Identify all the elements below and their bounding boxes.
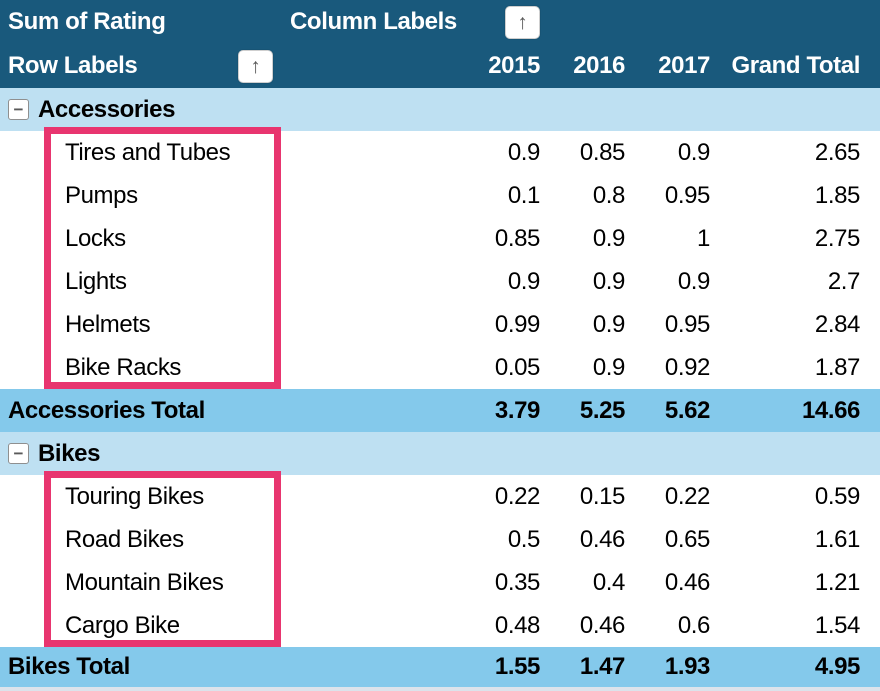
- column-header-2015[interactable]: 2015: [488, 52, 540, 79]
- value-cell-grand-total[interactable]: 0.59: [814, 482, 861, 510]
- item-row-lights[interactable]: Lights 0.9 0.9 0.9 2.7: [0, 260, 880, 303]
- value-cell-2015[interactable]: 0.48: [494, 611, 541, 639]
- minus-icon: −: [13, 100, 24, 119]
- collapse-accessories-button[interactable]: −: [8, 99, 29, 120]
- group-label: Accessories: [38, 95, 176, 123]
- total-cell-grand-total[interactable]: 14.66: [801, 396, 860, 424]
- row-labels-filter-button[interactable]: ↑: [238, 50, 273, 83]
- row-labels-cell[interactable]: Row Labels: [8, 52, 138, 79]
- value-cell-grand-total[interactable]: 2.7: [827, 267, 861, 295]
- total-cell-2017[interactable]: 1.93: [664, 653, 711, 680]
- value-cell-2016[interactable]: 0.9: [592, 224, 626, 252]
- value-cell-2016[interactable]: 0.85: [579, 138, 626, 166]
- pivot-header-row-2: Row Labels 2015 2016 2017 Grand Total: [0, 44, 880, 88]
- value-cell-2017[interactable]: 1: [697, 224, 710, 252]
- value-cell-2017[interactable]: 0.9: [677, 267, 711, 295]
- value-cell-grand-total[interactable]: 2.75: [814, 224, 861, 252]
- total-cell-2016[interactable]: 1.47: [579, 653, 626, 680]
- sum-of-rating-cell[interactable]: Sum of Rating: [8, 8, 166, 35]
- row-label-cell[interactable]: Pumps: [65, 181, 138, 209]
- next-row-edge: [0, 687, 880, 691]
- total-cell-2017[interactable]: 5.62: [664, 396, 711, 424]
- value-cell-2016[interactable]: 0.8: [592, 181, 626, 209]
- row-label-cell[interactable]: Locks: [65, 224, 126, 252]
- item-row-pumps[interactable]: Pumps 0.1 0.8 0.95 1.85: [0, 174, 880, 217]
- value-cell-2017[interactable]: 0.95: [664, 181, 711, 209]
- value-cell-2015[interactable]: 0.9: [507, 267, 541, 295]
- total-cell-2016[interactable]: 5.25: [579, 396, 626, 424]
- row-label-cell[interactable]: Cargo Bike: [65, 611, 180, 639]
- item-row-road-bikes[interactable]: Road Bikes 0.5 0.46 0.65 1.61: [0, 518, 880, 561]
- value-cell-2015[interactable]: 0.22: [494, 482, 541, 510]
- value-cell-2015[interactable]: 0.9: [507, 138, 541, 166]
- value-cell-2015[interactable]: 0.1: [507, 181, 541, 209]
- item-row-cargo-bike[interactable]: Cargo Bike 0.48 0.46 0.6 1.54: [0, 604, 880, 647]
- value-cell-2017[interactable]: 0.95: [664, 310, 711, 338]
- row-label-cell[interactable]: Helmets: [65, 310, 151, 338]
- column-header-grand-total[interactable]: Grand Total: [731, 52, 861, 79]
- value-cell-2016[interactable]: 0.9: [592, 310, 626, 338]
- value-cell-grand-total[interactable]: 1.85: [814, 181, 861, 209]
- group-header-row-accessories[interactable]: − Accessories: [0, 88, 880, 131]
- total-row-accessories[interactable]: Accessories Total 3.79 5.25 5.62 14.66: [0, 389, 880, 432]
- up-arrow-icon: ↑: [250, 55, 261, 78]
- value-cell-grand-total[interactable]: 2.84: [814, 310, 861, 338]
- total-label-cell[interactable]: Bikes Total: [8, 653, 130, 680]
- row-label-cell[interactable]: Bike Racks: [65, 353, 182, 381]
- row-label-cell[interactable]: Tires and Tubes: [65, 138, 231, 166]
- column-labels-cell[interactable]: Column Labels: [290, 8, 457, 35]
- item-row-touring-bikes[interactable]: Touring Bikes 0.22 0.15 0.22 0.59: [0, 475, 880, 518]
- value-cell-2015[interactable]: 0.35: [494, 568, 541, 596]
- column-header-2016[interactable]: 2016: [573, 52, 625, 79]
- value-cell-2016[interactable]: 0.15: [579, 482, 626, 510]
- item-row-tires-and-tubes[interactable]: Tires and Tubes 0.9 0.85 0.9 2.65: [0, 131, 880, 174]
- row-label-cell[interactable]: Touring Bikes: [65, 482, 204, 510]
- value-cell-2016[interactable]: 0.9: [592, 353, 626, 381]
- total-row-bikes[interactable]: Bikes Total 1.55 1.47 1.93 4.95: [0, 647, 880, 687]
- value-cell-2017[interactable]: 0.9: [677, 138, 711, 166]
- value-cell-grand-total[interactable]: 1.61: [814, 525, 861, 553]
- value-cell-2016[interactable]: 0.9: [592, 267, 626, 295]
- collapse-bikes-button[interactable]: −: [8, 443, 29, 464]
- item-row-bike-racks[interactable]: Bike Racks 0.05 0.9 0.92 1.87: [0, 346, 880, 389]
- item-row-locks[interactable]: Locks 0.85 0.9 1 2.75: [0, 217, 880, 260]
- row-label-cell[interactable]: Mountain Bikes: [65, 568, 224, 596]
- value-cell-2017[interactable]: 0.46: [664, 568, 711, 596]
- value-cell-grand-total[interactable]: 1.54: [814, 611, 861, 639]
- group-header-row-bikes[interactable]: − Bikes: [0, 432, 880, 475]
- value-cell-2017[interactable]: 0.6: [677, 611, 711, 639]
- column-header-2017[interactable]: 2017: [658, 52, 710, 79]
- item-row-mountain-bikes[interactable]: Mountain Bikes 0.35 0.4 0.46 1.21: [0, 561, 880, 604]
- row-label-cell[interactable]: Road Bikes: [65, 525, 184, 553]
- value-cell-2016[interactable]: 0.4: [592, 568, 626, 596]
- value-cell-grand-total[interactable]: 2.65: [814, 138, 861, 166]
- value-cell-2015[interactable]: 0.99: [494, 310, 541, 338]
- row-label-cell[interactable]: Lights: [65, 267, 127, 295]
- up-arrow-icon: ↑: [517, 11, 528, 34]
- total-label-cell[interactable]: Accessories Total: [8, 396, 205, 424]
- value-cell-2015[interactable]: 0.5: [507, 525, 541, 553]
- value-cell-2015[interactable]: 0.85: [494, 224, 541, 252]
- value-cell-2017[interactable]: 0.65: [664, 525, 711, 553]
- total-cell-2015[interactable]: 3.79: [494, 396, 541, 424]
- value-cell-grand-total[interactable]: 1.87: [814, 353, 861, 381]
- value-cell-2017[interactable]: 0.22: [664, 482, 711, 510]
- total-cell-2015[interactable]: 1.55: [494, 653, 541, 680]
- group-label: Bikes: [38, 439, 101, 467]
- total-cell-grand-total[interactable]: 4.95: [814, 653, 861, 680]
- value-cell-grand-total[interactable]: 1.21: [814, 568, 861, 596]
- pivot-header-row-1: Sum of Rating Column Labels ↑: [0, 0, 880, 44]
- value-cell-2016[interactable]: 0.46: [579, 611, 626, 639]
- column-labels-filter-button[interactable]: ↑: [505, 6, 540, 39]
- value-cell-2016[interactable]: 0.46: [579, 525, 626, 553]
- value-cell-2015[interactable]: 0.05: [494, 353, 541, 381]
- minus-icon: −: [13, 444, 24, 463]
- item-row-helmets[interactable]: Helmets 0.99 0.9 0.95 2.84: [0, 303, 880, 346]
- value-cell-2017[interactable]: 0.92: [664, 353, 711, 381]
